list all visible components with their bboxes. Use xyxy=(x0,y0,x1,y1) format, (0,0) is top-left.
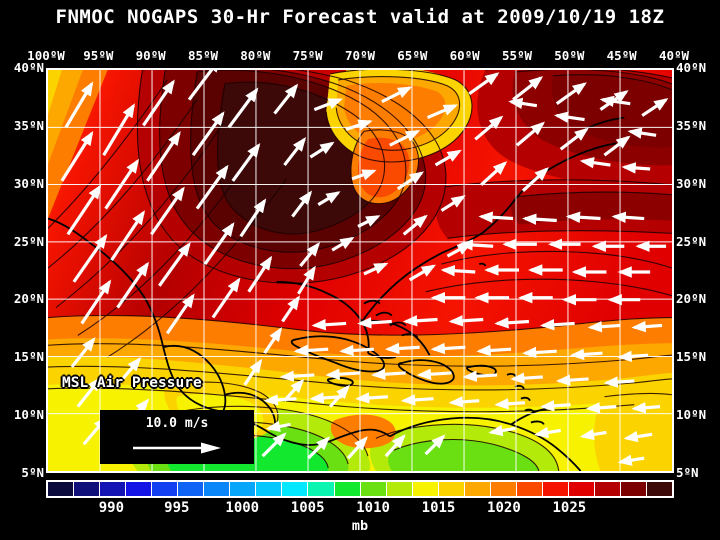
wind-vector-key-arrow xyxy=(133,442,221,454)
colorbar-swatch xyxy=(386,482,413,496)
colorbar-swatch xyxy=(516,482,543,496)
colorbar-swatch xyxy=(100,482,127,496)
colorbar-swatch xyxy=(568,482,595,496)
longitude-tick-label: 90ºW xyxy=(135,48,166,63)
map-plot-area[interactable]: MSL Air Pressure 10.0 m/s xyxy=(46,68,674,473)
longitude-tick-label: 55ºW xyxy=(501,48,533,63)
colorbar-swatch xyxy=(204,482,231,496)
latitude-tick-label: 20ºN xyxy=(676,291,707,307)
latitude-tick-label: 15ºN xyxy=(13,349,44,365)
longitude-tick-label: 95ºW xyxy=(83,48,114,63)
colorbar-swatch xyxy=(412,482,439,496)
colorbar-tick-label: 1015 xyxy=(421,500,456,516)
colorbar-swatch xyxy=(594,482,622,496)
longitude-tick-label: 40ºW xyxy=(658,48,690,63)
latitude-tick-label: 5ºN xyxy=(21,465,44,480)
longitude-tick-label: 80ºW xyxy=(240,48,271,63)
colorbar-swatch xyxy=(178,482,205,496)
colorbar-swatch xyxy=(438,482,465,496)
colorbar-swatch xyxy=(621,482,648,496)
colorbar-tick-label: 1010 xyxy=(356,500,390,516)
page-title: FNMOC NOGAPS 30-Hr Forecast valid at 200… xyxy=(55,6,665,28)
colorbar-swatch xyxy=(282,482,309,496)
latitude-tick-label: 25ºN xyxy=(676,233,707,249)
latitude-tick-label: 30ºN xyxy=(13,175,44,191)
longitude-tick-label: 100ºW xyxy=(27,48,65,63)
latitude-tick-label: 15ºN xyxy=(676,349,707,365)
longitude-tick-label: 70ºW xyxy=(344,48,376,63)
field-label: MSL Air Pressure xyxy=(62,375,202,391)
colorbar[interactable] xyxy=(46,480,674,498)
latitude-tick-label: 35ºN xyxy=(13,117,44,133)
colorbar-swatch xyxy=(308,482,335,496)
colorbar-swatch xyxy=(126,482,153,496)
longitude-tick-label: 50ºW xyxy=(554,48,585,63)
latitude-tick-label: 10ºN xyxy=(676,407,707,423)
colorbar-swatch xyxy=(256,482,283,496)
colorbar-tick-label: 995 xyxy=(164,500,190,516)
colorbar-unit-label: mb xyxy=(351,518,369,534)
colorbar-tick-label: 1020 xyxy=(487,500,521,516)
latitude-tick-label: 40ºN xyxy=(676,60,707,75)
wind-vector-key: 10.0 m/s xyxy=(100,410,254,464)
latitude-tick-label: 20ºN xyxy=(13,291,44,307)
colorbar-tick-label: 1005 xyxy=(290,500,325,516)
colorbar-swatch xyxy=(334,482,361,496)
colorbar-swatch xyxy=(360,482,387,496)
colorbar-tick-label: 1025 xyxy=(552,500,587,516)
colorbar-swatch xyxy=(542,482,569,496)
colorbar-tick-label: 990 xyxy=(98,500,125,516)
longitude-tick-label: 85ºW xyxy=(187,48,219,63)
colorbar-swatch xyxy=(647,482,673,496)
longitude-tick-label: 45ºW xyxy=(606,48,637,63)
colorbar-swatch xyxy=(230,482,257,496)
longitude-tick-label: 75ºW xyxy=(292,48,323,63)
colorbar-swatch xyxy=(152,482,179,496)
latitude-tick-label: 25ºN xyxy=(13,233,44,249)
colorbar-swatch xyxy=(74,482,101,496)
colorbar-swatch xyxy=(490,482,517,496)
latitude-tick-label: 5ºN xyxy=(676,465,699,480)
longitude-tick-label: 60ºW xyxy=(449,48,480,63)
wind-vector-key-label: 10.0 m/s xyxy=(145,416,209,431)
latitude-tick-label: 35ºN xyxy=(676,117,707,133)
latitude-tick-label: 30ºN xyxy=(676,175,707,191)
latitude-tick-label: 10ºN xyxy=(13,407,44,423)
latitude-tick-label: 40ºN xyxy=(13,60,44,75)
colorbar-swatch xyxy=(464,482,491,496)
colorbar-tick-label: 1000 xyxy=(225,500,260,516)
longitude-tick-label: 65ºW xyxy=(397,48,428,63)
colorbar-swatch xyxy=(48,482,75,496)
